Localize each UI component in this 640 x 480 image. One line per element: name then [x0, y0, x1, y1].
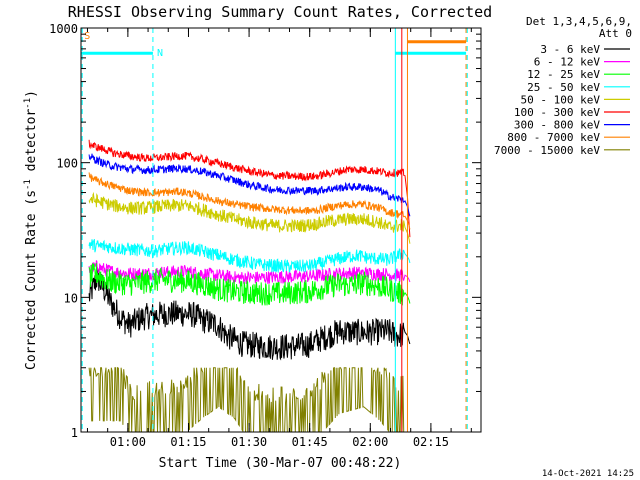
series-12-25-kev — [88, 262, 411, 306]
legend-label: 12 - 25 keV — [527, 68, 600, 81]
series-line-50-100-kev — [88, 191, 411, 244]
x-axis-label: Start Time (30-Mar-07 00:48:22) — [159, 456, 402, 471]
legend-label: 300 - 800 keV — [514, 119, 600, 132]
legend-label: 100 - 300 keV — [514, 106, 600, 119]
series-50-100-kev — [88, 191, 411, 244]
series-100-300-kev — [88, 139, 411, 238]
legend-item-12-25-kev: 12 - 25 keV — [527, 68, 630, 81]
x-tick-label: 02:00 — [352, 435, 388, 449]
legend-item-7000-15000-kev: 7000 - 15000 keV — [494, 144, 630, 157]
y-tick-label: 1000 — [49, 22, 78, 36]
y-axis-label-tail-exponent: -1 — [23, 98, 33, 109]
flag-marker-s: S — [84, 31, 90, 42]
y-axis-label-exponent: -1 — [23, 179, 33, 190]
legend-item-50-100-kev: 50 - 100 keV — [521, 93, 630, 106]
legend-item-6-12-kev: 6 - 12 keV — [534, 56, 630, 69]
legend-label: 7000 - 15000 keV — [494, 144, 600, 157]
flag-marker-n: N — [157, 48, 163, 59]
series-300-800-kev — [88, 153, 411, 217]
series-line-100-300-kev — [88, 139, 411, 238]
chart-title: RHESSI Observing Summary Count Rates, Co… — [68, 3, 492, 21]
series-25-50-kev — [88, 238, 411, 273]
legend-label: 800 - 7000 keV — [507, 131, 600, 144]
legend-label: 25 - 50 keV — [527, 81, 600, 94]
series-line-12-25-kev — [88, 262, 411, 306]
legend-item-25-50-kev: 25 - 50 keV — [527, 81, 630, 94]
vertical-lines-layer — [81, 28, 468, 432]
y-tick-label: 10 — [64, 291, 78, 305]
legend-item-100-300-kev: 100 - 300 keV — [514, 106, 630, 119]
y-axis-label-close: ) — [24, 90, 39, 98]
series-3-6-kev — [88, 267, 411, 361]
x-tick-label: 01:30 — [231, 435, 267, 449]
legend-label: 6 - 12 keV — [534, 56, 601, 69]
footer-timestamp: 14-Oct-2021 14:25 — [542, 469, 634, 479]
series-line-800-7000-kev — [88, 172, 411, 230]
legend-header-line-1: Det 1,3,4,5,6,9, — [526, 15, 632, 28]
axes-layer: 1 10 100 1000 01:00 01:15 01:30 01:45 02:00 02:15 — [49, 22, 482, 449]
x-tick-label: 01:45 — [292, 435, 328, 449]
plot-frame — [80, 27, 482, 433]
legend-label: 50 - 100 keV — [521, 93, 601, 106]
legend-label: 3 - 6 keV — [540, 43, 600, 56]
series-line-25-50-kev — [88, 238, 411, 273]
x-tick-label: 01:00 — [110, 435, 146, 449]
y-axis-label: Corrected Count Rate (s-1 detector-1) — [23, 90, 39, 370]
y-tick-label: 1 — [71, 426, 78, 440]
series-line-300-800-kev — [88, 153, 411, 217]
x-tick-label: 01:15 — [170, 435, 206, 449]
series-800-7000-kev — [88, 172, 411, 230]
legend-item-800-7000-kev: 800 - 7000 keV — [507, 131, 630, 144]
y-axis-label-main: Corrected Count Rate (s — [24, 190, 39, 370]
plot-area: S N 1 10 100 1000 01:00 01:15 01:30 01:45 02:00 02… — [49, 22, 482, 449]
y-tick-label: 100 — [56, 157, 78, 171]
series-line-3-6-kev — [88, 267, 411, 361]
legend-header-line-2: Att 0 — [599, 27, 632, 40]
legend-item-3-6-kev: 3 - 6 keV — [540, 43, 630, 56]
legend-item-300-800-kev: 300 - 800 keV — [514, 119, 630, 132]
x-tick-label: 02:15 — [413, 435, 449, 449]
y-axis-label-tail: detector — [24, 109, 39, 180]
